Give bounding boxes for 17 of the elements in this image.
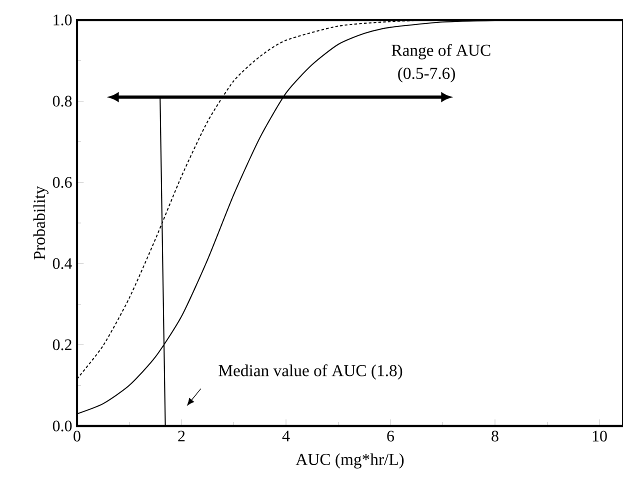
y-tick-label: 0.2 <box>52 339 72 350</box>
y-tick-label: 0.4 <box>52 258 72 270</box>
x-tick-label: 0 <box>74 430 80 442</box>
x-tick-label: 8 <box>492 430 498 442</box>
y-tick-label: 1.0 <box>54 14 72 26</box>
annotation: Range of AUC <box>392 44 490 60</box>
y-tick-label: 0.6 <box>52 176 72 188</box>
x-tick-label: 2 <box>178 430 185 442</box>
y-tick-label: 0.0 <box>52 420 72 432</box>
annotation: (0.5-7.6) <box>398 67 455 82</box>
x-tick-label: 6 <box>387 430 394 442</box>
y-axis-title: Probability <box>33 186 48 260</box>
x-tick-label: 10 <box>592 430 607 442</box>
x-axis-title: AUC (mg*hr/L) <box>296 453 404 468</box>
annotation: Median value of AUC (1.8) <box>218 364 402 380</box>
x-tick-label: 4 <box>282 430 290 442</box>
y-tick-label: 0.8 <box>52 96 72 107</box>
